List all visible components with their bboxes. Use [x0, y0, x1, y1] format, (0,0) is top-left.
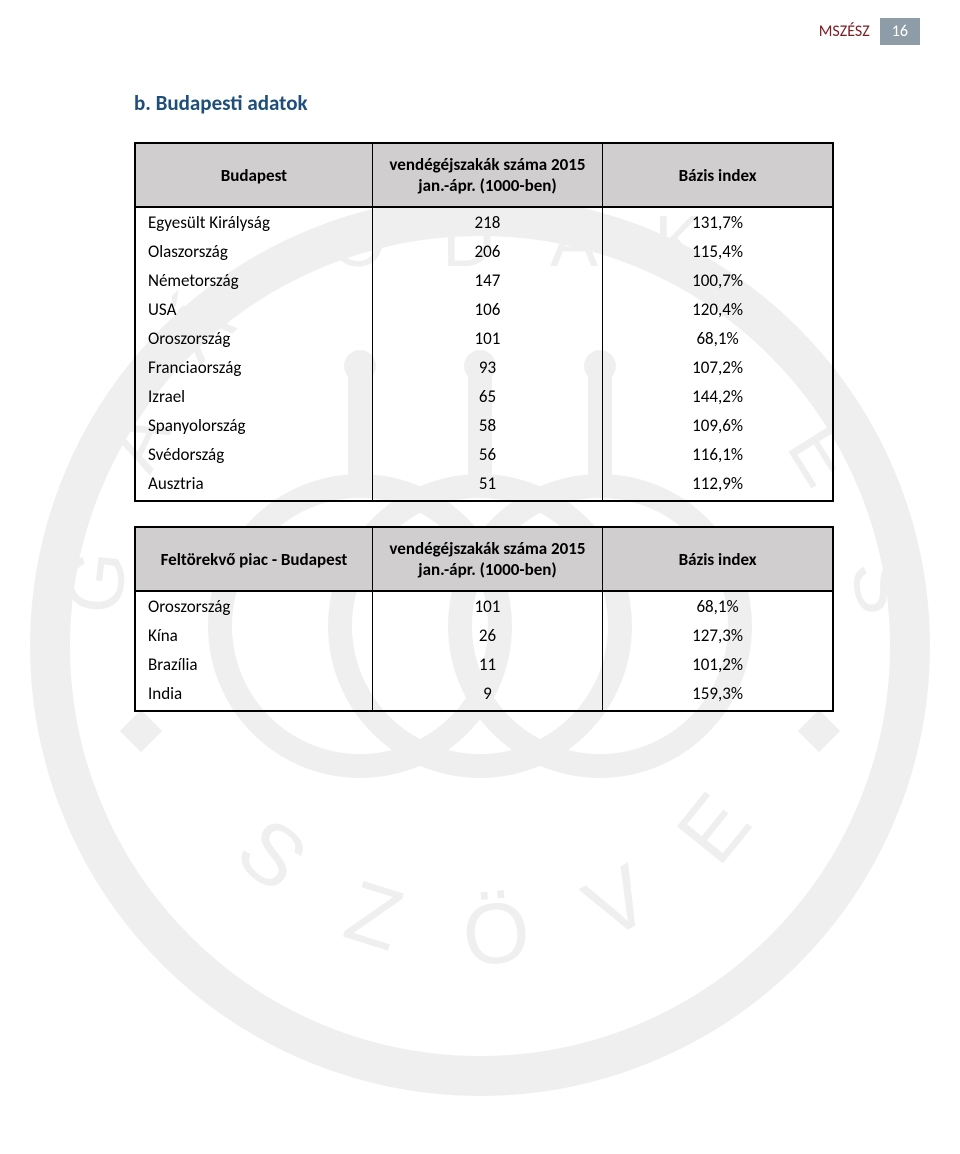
table-row: Oroszország10168,1% — [135, 324, 833, 353]
cell-value: 93 — [372, 353, 602, 382]
section-title: b. Budapesti adatok — [134, 90, 850, 116]
cell-value: 58 — [372, 411, 602, 440]
cell-index: 68,1% — [603, 324, 833, 353]
cell-value: 26 — [372, 621, 602, 650]
cell-value: 218 — [372, 207, 602, 237]
col-header-emerging: Feltörekvő piac - Budapest — [135, 527, 372, 591]
cell-country: Franciaország — [135, 353, 372, 382]
cell-country: USA — [135, 295, 372, 324]
cell-country: Egyesült Királyság — [135, 207, 372, 237]
table-row: Franciaország93107,2% — [135, 353, 833, 382]
cell-value: 11 — [372, 650, 602, 679]
cell-index: 107,2% — [603, 353, 833, 382]
cell-index: 109,6% — [603, 411, 833, 440]
cell-value: 65 — [372, 382, 602, 411]
cell-index: 127,3% — [603, 621, 833, 650]
cell-country: Brazília — [135, 650, 372, 679]
cell-index: 144,2% — [603, 382, 833, 411]
cell-value: 101 — [372, 591, 602, 621]
col-header-nights: vendégéjszakák száma 2015 jan.-ápr. (100… — [372, 527, 602, 591]
table-budapest: Budapest vendégéjszakák száma 2015 jan.-… — [134, 142, 834, 502]
cell-value: 147 — [372, 266, 602, 295]
col-header-index: Bázis index — [603, 527, 833, 591]
table-row: USA106120,4% — [135, 295, 833, 324]
cell-value: 106 — [372, 295, 602, 324]
cell-country: Ausztria — [135, 469, 372, 501]
table-row: Spanyolország58109,6% — [135, 411, 833, 440]
col-header-budapest: Budapest — [135, 143, 372, 207]
col-header-index: Bázis index — [603, 143, 833, 207]
cell-value: 101 — [372, 324, 602, 353]
table-row: Németország147100,7% — [135, 266, 833, 295]
cell-value: 56 — [372, 440, 602, 469]
table-row: Kína26127,3% — [135, 621, 833, 650]
page-content: b. Budapesti adatok Budapest vendégéjsza… — [0, 0, 960, 712]
cell-value: 51 — [372, 469, 602, 501]
cell-country: Oroszország — [135, 324, 372, 353]
cell-country: Olaszország — [135, 237, 372, 266]
table-emerging: Feltörekvő piac - Budapest vendégéjszaká… — [134, 526, 834, 712]
table-row: Brazília11101,2% — [135, 650, 833, 679]
cell-index: 100,7% — [603, 266, 833, 295]
table-row: Izrael65144,2% — [135, 382, 833, 411]
table-row: Oroszország10168,1% — [135, 591, 833, 621]
table-row: Svédország56116,1% — [135, 440, 833, 469]
cell-country: Svédország — [135, 440, 372, 469]
cell-index: 159,3% — [603, 679, 833, 711]
table-row: Ausztria51112,9% — [135, 469, 833, 501]
cell-index: 101,2% — [603, 650, 833, 679]
cell-index: 115,4% — [603, 237, 833, 266]
cell-country: India — [135, 679, 372, 711]
cell-value: 206 — [372, 237, 602, 266]
cell-country: Oroszország — [135, 591, 372, 621]
table-row: Egyesült Királyság218131,7% — [135, 207, 833, 237]
cell-country: Németország — [135, 266, 372, 295]
cell-country: Spanyolország — [135, 411, 372, 440]
cell-country: Izrael — [135, 382, 372, 411]
cell-index: 131,7% — [603, 207, 833, 237]
cell-value: 9 — [372, 679, 602, 711]
col-header-nights: vendégéjszakák száma 2015 jan.-ápr. (100… — [372, 143, 602, 207]
table-row: India9159,3% — [135, 679, 833, 711]
cell-country: Kína — [135, 621, 372, 650]
cell-index: 68,1% — [603, 591, 833, 621]
table-header-row: Feltörekvő piac - Budapest vendégéjszaká… — [135, 527, 833, 591]
cell-index: 116,1% — [603, 440, 833, 469]
cell-index: 112,9% — [603, 469, 833, 501]
table-header-row: Budapest vendégéjszakák száma 2015 jan.-… — [135, 143, 833, 207]
table-row: Olaszország206115,4% — [135, 237, 833, 266]
cell-index: 120,4% — [603, 295, 833, 324]
